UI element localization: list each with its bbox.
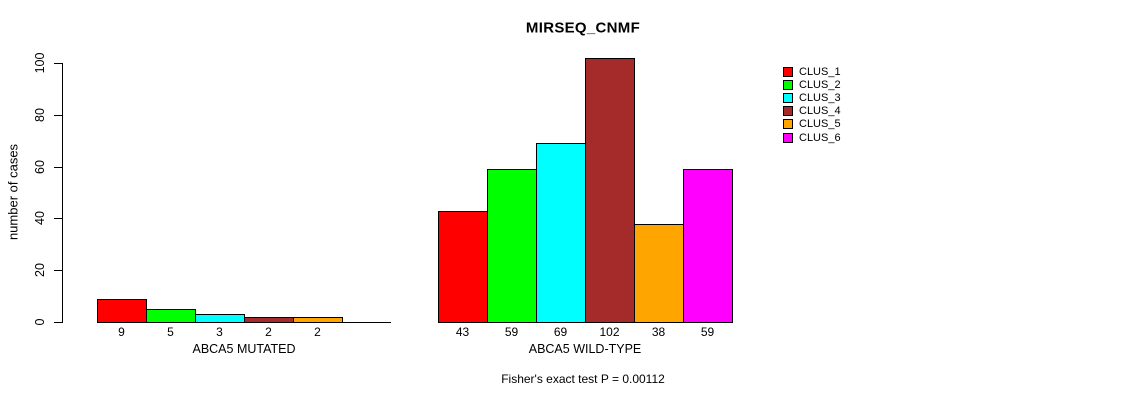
y-tick-label: 0 (33, 318, 47, 326)
y-tick-label: 40 (33, 211, 47, 226)
legend-item-label: CLUS_1 (799, 66, 841, 78)
bar-value-label: 59 (504, 324, 519, 339)
bar (438, 210, 488, 323)
bar (536, 143, 586, 323)
bar-value-label: 2 (314, 324, 321, 339)
y-tick-label: 60 (33, 159, 47, 174)
bar-value-label: 2 (265, 324, 272, 339)
legend-color-swatch (783, 67, 793, 77)
bar (487, 169, 537, 323)
legend-item-label: CLUS_5 (799, 118, 841, 131)
y-tick-mark (54, 322, 62, 323)
bar-value-label: 38 (651, 324, 666, 339)
y-tick-mark (54, 218, 62, 220)
y-tick-mark (54, 63, 62, 64)
bar (97, 298, 147, 323)
legend-item-label: CLUS_3 (799, 92, 841, 105)
y-tick-mark (54, 114, 62, 116)
bar-value-label: 69 (553, 324, 568, 339)
legend-color-swatch (783, 93, 793, 104)
group-label: ABCA5 WILD-TYPE (528, 342, 642, 356)
bar-value-label: 43 (455, 324, 470, 339)
bar-value-label: 102 (599, 324, 620, 339)
legend-item-label: CLUS_6 (799, 131, 841, 144)
bar-value-label: 9 (118, 324, 125, 339)
bar-value-label: 59 (700, 324, 715, 339)
chart-title: MIRSEQ_CNMF (525, 19, 641, 37)
bar (195, 314, 245, 323)
group-label: ABCA5 MUTATED (192, 342, 296, 356)
legend-item-label: CLUS_2 (799, 79, 841, 92)
y-axis-line (62, 63, 63, 323)
y-tick-label: 100 (33, 52, 47, 74)
bar (293, 316, 343, 323)
legend-color-swatch (783, 119, 793, 130)
annotation-text: Fisher's exact test P = 0.00112 (501, 372, 665, 386)
legend-color-swatch (783, 132, 793, 143)
bar (634, 223, 684, 323)
bar (146, 309, 196, 323)
legend-color-swatch (783, 106, 793, 117)
bar (244, 316, 294, 323)
bar (585, 57, 635, 323)
y-tick-label: 80 (33, 107, 47, 122)
bar-value-label: 3 (216, 324, 223, 339)
bar-value-label: 5 (167, 324, 174, 339)
y-tick-mark (54, 270, 62, 272)
y-tick-label: 20 (33, 263, 47, 278)
legend-color-swatch (783, 80, 793, 91)
y-axis-label: number of cases (5, 143, 21, 241)
y-tick-mark (54, 166, 62, 168)
bar (683, 169, 733, 323)
legend-item-label: CLUS_4 (799, 105, 841, 118)
